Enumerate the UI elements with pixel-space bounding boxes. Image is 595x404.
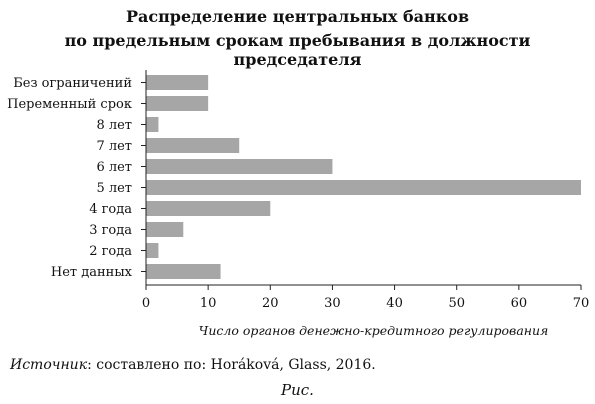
bar (146, 159, 333, 174)
bar (146, 264, 221, 279)
source-label: Источник (10, 357, 88, 373)
category-label: 7 лет (96, 139, 132, 154)
bar (146, 75, 209, 90)
x-tick-label: 20 (262, 296, 279, 311)
source-text: : составлено по: Horáková, Glass, 2016. (87, 357, 376, 373)
x-tick-label: 40 (386, 296, 403, 311)
category-label: 6 лет (96, 160, 132, 175)
bar-chart: Без ограничений Переменный срок 8 лет 7 лет… (7, 70, 590, 338)
source-note: Источник: составлено по: Horáková, Glass… (10, 357, 376, 373)
bar (146, 117, 159, 132)
category-label: 8 лет (96, 118, 132, 133)
bar (146, 243, 159, 258)
category-label: 2 года (89, 244, 132, 259)
x-tick-label: 60 (511, 296, 528, 311)
chart-title-line-2: по предельным срокам пребывания в должно… (64, 31, 531, 69)
x-tick-label: 10 (200, 296, 217, 311)
category-label: Переменный срок (7, 97, 132, 112)
x-axis-label: Число органов денежно-кредитного регулир… (199, 323, 549, 338)
category-label: Нет данных (51, 265, 133, 280)
x-tick-label: 0 (142, 296, 150, 311)
bar (146, 138, 240, 153)
chart-title-line-1: Распределение центральных банков (125, 7, 470, 26)
bar (146, 222, 184, 237)
category-label: 3 года (89, 223, 132, 238)
bar (146, 180, 581, 195)
x-tick-label: 30 (324, 296, 341, 311)
category-label: 4 года (89, 202, 132, 217)
bar (146, 96, 209, 111)
category-label: 5 лет (96, 181, 132, 196)
category-label: Без ограничений (13, 76, 132, 91)
x-tick-label: 50 (448, 296, 465, 311)
bar (146, 201, 271, 216)
x-tick-label: 70 (573, 296, 590, 311)
figure-caption: Рис. (281, 381, 314, 399)
